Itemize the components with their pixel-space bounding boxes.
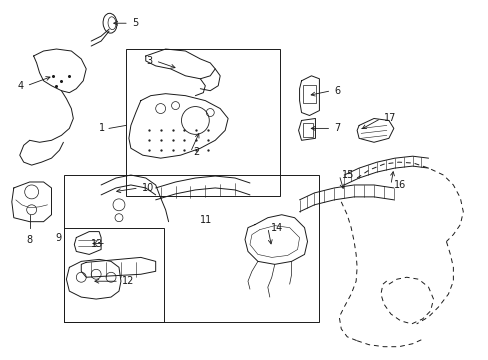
Bar xyxy=(64,228,163,322)
Bar xyxy=(302,123,313,137)
Text: 11: 11 xyxy=(200,215,212,225)
Text: 7: 7 xyxy=(334,123,340,134)
Text: 9: 9 xyxy=(55,233,61,243)
Text: 16: 16 xyxy=(393,180,405,190)
Text: 14: 14 xyxy=(270,222,283,233)
Bar xyxy=(64,175,319,322)
Text: 3: 3 xyxy=(146,56,152,66)
Text: 15: 15 xyxy=(342,170,354,180)
Text: 6: 6 xyxy=(334,86,340,96)
Text: 4: 4 xyxy=(18,81,24,91)
Text: 5: 5 xyxy=(132,18,138,28)
Text: 17: 17 xyxy=(383,113,395,123)
Text: 13: 13 xyxy=(91,239,103,248)
Text: 1: 1 xyxy=(99,123,105,134)
Text: 8: 8 xyxy=(26,235,33,244)
Text: 2: 2 xyxy=(193,147,199,157)
Bar xyxy=(126,49,279,196)
Text: 10: 10 xyxy=(142,183,154,193)
Bar xyxy=(302,85,316,103)
Text: 12: 12 xyxy=(122,276,134,286)
